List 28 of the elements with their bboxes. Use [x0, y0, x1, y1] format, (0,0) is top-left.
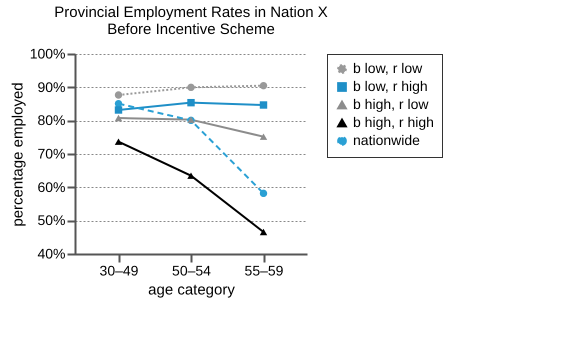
y-tick-label: 70% [37, 146, 66, 162]
point [114, 138, 122, 145]
point [114, 91, 122, 99]
point [260, 82, 268, 90]
x-tick-label: 50–54 [172, 262, 212, 278]
x-tick-label: 55–59 [244, 262, 284, 278]
point [187, 84, 195, 92]
y-tick-label: 50% [37, 212, 66, 228]
y-tick-label: 100% [30, 46, 66, 62]
point [260, 228, 268, 236]
point [260, 133, 268, 140]
y-tick-label: 80% [37, 112, 66, 128]
legend-label: b low, r high [353, 78, 428, 94]
point [260, 190, 268, 198]
x-axis-title: age category [148, 282, 236, 298]
point [114, 114, 122, 122]
y-tick-label: 40% [37, 246, 66, 262]
point [187, 98, 195, 106]
legend-label: nationwide [353, 132, 420, 148]
legend-label: b low, r low [353, 60, 424, 76]
x-tick-label: 30–49 [100, 262, 139, 278]
y-axis-title: percentage employed [10, 82, 27, 227]
y-tick-label: 90% [37, 78, 66, 95]
point [114, 100, 122, 108]
legend-label: b high, r high [353, 114, 434, 130]
chart-title: Provincial Employment Rates in Nation X Before Incentive Scheme [54, 4, 328, 38]
legend-label: b high, r low [353, 96, 430, 112]
y-tick-label: 60% [37, 178, 66, 195]
